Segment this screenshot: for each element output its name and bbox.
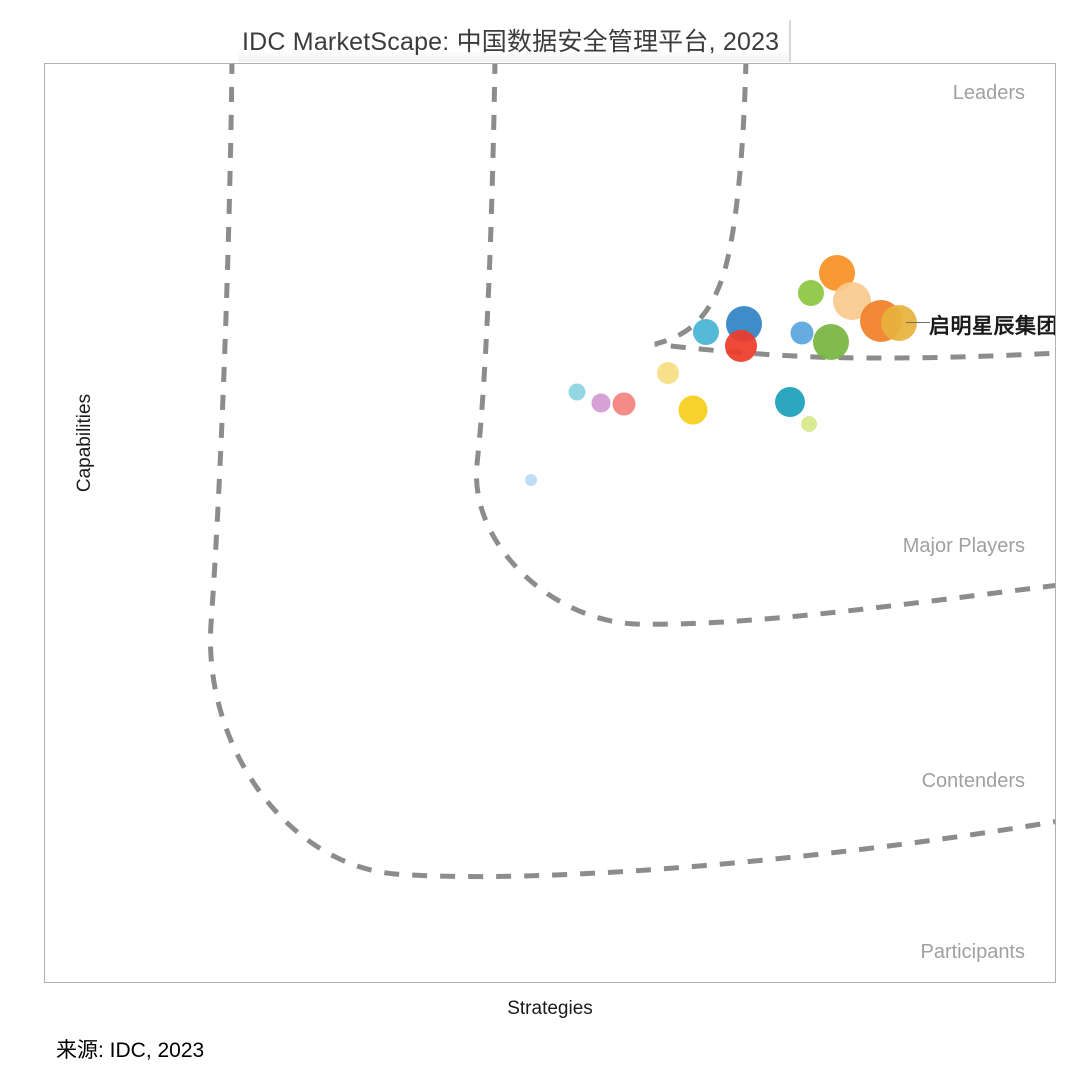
contenders-boundary [207, 64, 1055, 880]
vendor-bubble[interactable] [678, 395, 708, 425]
vendor-bubble[interactable] [798, 280, 824, 306]
vendor-bubble[interactable] [775, 387, 805, 417]
vendor-bubble[interactable] [693, 319, 719, 345]
vendor-bubble[interactable] [881, 305, 917, 341]
band-label-participants: Participants [920, 941, 1026, 963]
vendor-bubble[interactable] [612, 392, 636, 416]
y-axis-label: Capabilities [74, 393, 95, 493]
quadrant-boundaries [207, 64, 1055, 880]
page-title: IDC MarketScape: 中国数据安全管理平台, 2023 [238, 20, 792, 62]
bubble-layer [525, 255, 917, 486]
vendor-bubble[interactable] [819, 255, 855, 291]
source-note: 来源: IDC, 2023 [56, 1039, 205, 1062]
band-label-major-players: Major Players [902, 535, 1025, 557]
vendor-bubble[interactable] [790, 321, 814, 345]
band-label-contenders: Contenders [921, 770, 1025, 792]
major-players-boundary [474, 64, 1055, 627]
vendor-bubble[interactable] [525, 474, 537, 486]
band-label-leaders: Leaders [952, 82, 1025, 104]
plot-area: Leaders Major Players Contenders Partici… [44, 63, 1056, 983]
vendor-bubble[interactable] [801, 416, 817, 432]
vendor-bubble[interactable] [591, 393, 611, 413]
annotation-leader-line [906, 322, 930, 323]
vendor-bubble[interactable] [813, 324, 849, 360]
annotation-qimingxingchen: 启明星辰集团 [929, 315, 1056, 338]
vendor-bubble[interactable] [657, 362, 679, 384]
vendor-bubble[interactable] [833, 282, 871, 320]
vendor-bubble[interactable] [568, 383, 586, 401]
leaders-boundary [654, 64, 1055, 361]
x-axis-label: Strategies [507, 998, 593, 1019]
plot-svg [207, 64, 1055, 880]
vendor-bubble[interactable] [725, 330, 757, 362]
